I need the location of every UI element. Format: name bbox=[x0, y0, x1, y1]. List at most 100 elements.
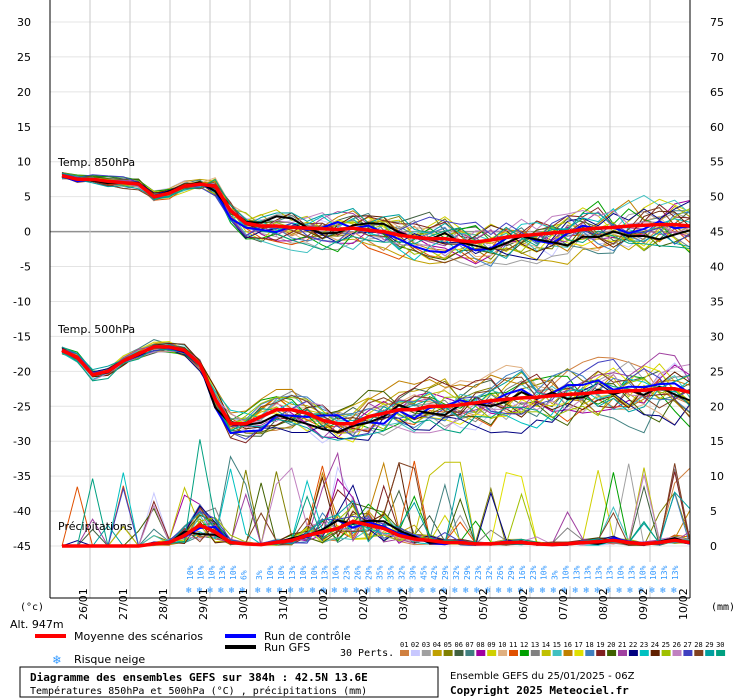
snowflake-icon: ❄ bbox=[551, 586, 557, 596]
snowflake-icon: ❄ bbox=[365, 586, 371, 596]
snow-risk-value: 29% bbox=[463, 565, 472, 580]
left-tick-label: -30 bbox=[13, 435, 31, 448]
left-tick-label: 25 bbox=[17, 51, 31, 64]
right-tick-label: 20 bbox=[710, 400, 724, 413]
mean-t500-line bbox=[61, 345, 691, 426]
snow-risk-cell bbox=[549, 562, 560, 586]
snowflake-icon: ❄ bbox=[584, 586, 590, 596]
pert-swatch bbox=[639, 650, 649, 656]
pert-number: 12 bbox=[520, 641, 528, 649]
snowflake-icon: ❄ bbox=[441, 586, 447, 596]
pert-number: 15 bbox=[553, 641, 561, 649]
snow-risk-cell bbox=[538, 562, 549, 586]
pert-number: 09 bbox=[487, 641, 495, 649]
panel-label-t850: Temp. 850hPa bbox=[57, 156, 135, 169]
pert-number: 30 bbox=[716, 641, 724, 649]
snowflake-icon: ❄ bbox=[474, 586, 480, 596]
snow-risk-value: 13% bbox=[573, 565, 582, 580]
snowflake-icon: ❄ bbox=[408, 586, 414, 596]
pert-number: 23 bbox=[640, 641, 648, 649]
date-tick-label: 01/02 bbox=[317, 588, 330, 620]
snow-risk-cell bbox=[297, 562, 308, 586]
right-tick-label: 5 bbox=[710, 505, 717, 518]
date-tick-label: 03/02 bbox=[397, 588, 410, 620]
copyright: Copyright 2025 Meteociel.fr bbox=[450, 684, 629, 697]
snow-risk-value: 32% bbox=[397, 565, 406, 580]
snowflake-icon: ❄ bbox=[638, 586, 644, 596]
pert-number: 04 bbox=[433, 641, 441, 649]
pert-swatch bbox=[585, 650, 595, 656]
snow-risk-cell bbox=[670, 562, 681, 586]
panel-label-precip: Précipitations bbox=[58, 520, 133, 533]
pert-number: 02 bbox=[411, 641, 419, 649]
left-tick-label: -20 bbox=[13, 365, 31, 378]
snow-risk-value: 13% bbox=[671, 565, 680, 580]
snow-risk-cell bbox=[429, 562, 440, 586]
snow-risk-value: 10% bbox=[197, 565, 206, 580]
pert-swatch bbox=[694, 650, 704, 656]
snowflake-icon: ❄ bbox=[321, 586, 327, 596]
snow-risk-value: 29% bbox=[365, 565, 374, 580]
left-tick-label: 0 bbox=[24, 226, 31, 239]
right-tick-label: 50 bbox=[710, 191, 724, 204]
snow-risk-cell bbox=[374, 562, 385, 586]
snow-risk-value: 23% bbox=[343, 565, 352, 580]
pert-number: 14 bbox=[542, 641, 550, 649]
pert-swatch bbox=[465, 650, 475, 656]
pert-swatch bbox=[421, 650, 431, 656]
left-tick-label: -5 bbox=[20, 261, 31, 274]
right-tick-label: 55 bbox=[710, 156, 724, 169]
date-tick-label: 28/01 bbox=[157, 588, 170, 620]
snowflake-icon: ❄ bbox=[649, 586, 655, 596]
snowflake-icon: ❄ bbox=[573, 586, 579, 596]
snowflake-icon: ❄ bbox=[660, 586, 666, 596]
snow-risk-cell bbox=[659, 562, 670, 586]
date-tick-label: 06/02 bbox=[517, 588, 530, 620]
ensemble-t500-line bbox=[61, 347, 691, 429]
snow-risk-cell bbox=[451, 562, 462, 586]
left-tick-label: 20 bbox=[17, 86, 31, 99]
pert-swatch bbox=[650, 650, 660, 656]
date-tick-label: 09/02 bbox=[637, 588, 650, 620]
pert-swatch bbox=[476, 650, 486, 656]
legend-mean-label: Moyenne des scénarios bbox=[74, 630, 203, 643]
snow-risk-value: 13% bbox=[321, 565, 330, 580]
date-tick-label: 05/02 bbox=[477, 588, 490, 620]
left-tick-label: -45 bbox=[13, 540, 31, 553]
snow-risk-value: 10% bbox=[540, 565, 549, 580]
pert-number: 27 bbox=[683, 641, 691, 649]
pert-number: 17 bbox=[574, 641, 582, 649]
snow-risk-cell bbox=[516, 562, 527, 586]
pert-number: 10 bbox=[498, 641, 506, 649]
snow-risk-cell bbox=[195, 562, 206, 586]
mean-precip-line bbox=[62, 519, 691, 548]
snowflake-icon: ❄ bbox=[218, 586, 224, 596]
legend: Moyenne des scénarios Run de contrôle Ru… bbox=[35, 630, 726, 668]
left-tick-label: 5 bbox=[24, 191, 31, 204]
snow-risk-cell bbox=[385, 562, 396, 586]
date-tick-label: 30/01 bbox=[237, 588, 250, 620]
date-tick-label: 31/01 bbox=[277, 588, 290, 620]
snowflake-icon: ❄ bbox=[52, 653, 61, 668]
pert-swatch bbox=[661, 650, 671, 656]
pert-number: 16 bbox=[564, 641, 572, 649]
snow-risk-cell bbox=[352, 562, 363, 586]
pert-swatch bbox=[498, 650, 508, 656]
left-tick-label: -15 bbox=[13, 330, 31, 343]
perturbation-legend: 01 02 03 04 05 06 07 08 09 10 11 12 13 14 15 16 17 18 19 20… bbox=[400, 641, 726, 656]
chart-subtitle: Températures 850hPa et 500hPa (°C) , pré… bbox=[30, 685, 367, 697]
snow-risk-value: 16% bbox=[332, 565, 341, 580]
pert-swatch bbox=[618, 650, 627, 656]
snowflake-icon: ❄ bbox=[375, 586, 381, 596]
snowflake-icon: ❄ bbox=[529, 586, 535, 596]
snow-risk-value: 10% bbox=[310, 565, 319, 580]
left-tick-label: -35 bbox=[13, 470, 31, 483]
snowflake-icon: ❄ bbox=[354, 586, 360, 596]
snow-risk-value: 10% bbox=[299, 565, 308, 580]
snow-risk-cell bbox=[264, 562, 275, 586]
snow-risk-cell bbox=[275, 562, 286, 586]
left-tick-label: -25 bbox=[13, 400, 31, 413]
snow-risk-value: 10% bbox=[229, 565, 238, 580]
snow-risk-value: 10% bbox=[266, 565, 275, 580]
